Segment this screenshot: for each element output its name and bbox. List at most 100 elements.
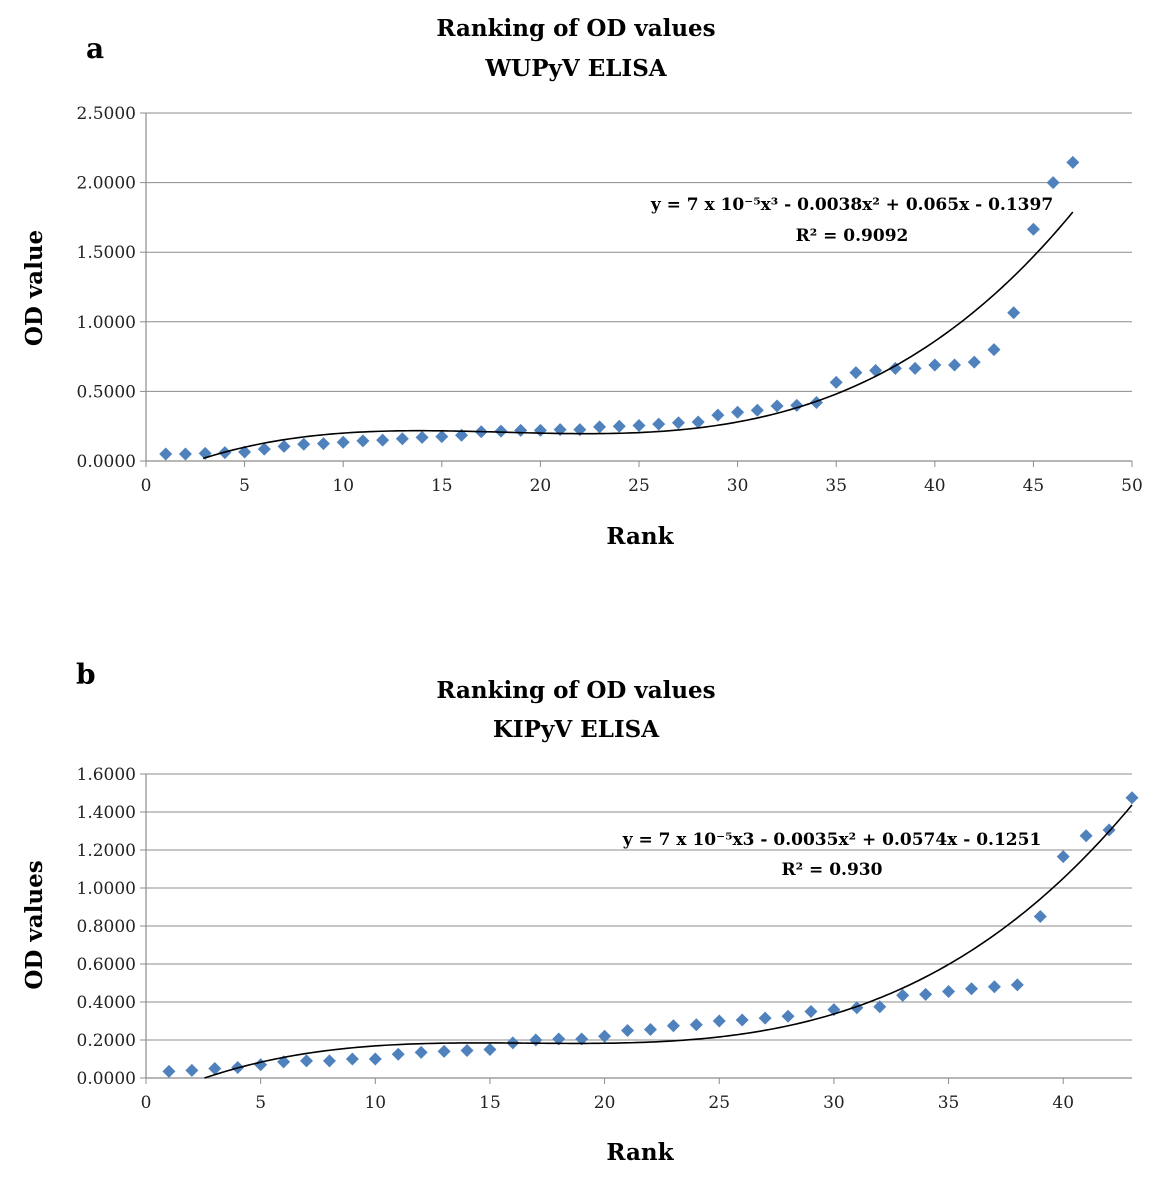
data-point: [849, 366, 863, 380]
data-point: [257, 442, 271, 456]
data-point: [159, 447, 173, 461]
x-tick-label: 10: [364, 1093, 386, 1113]
x-axis-title-a: Rank: [606, 523, 674, 550]
data-point: [1046, 176, 1060, 190]
data-point: [632, 419, 646, 433]
data-point: [1007, 306, 1021, 320]
x-tick-label: 45: [1023, 476, 1045, 496]
data-point: [804, 1005, 818, 1018]
data-point: [483, 1043, 497, 1056]
y-tick-label: 1.0000: [77, 313, 136, 333]
y-tick-label: 1.0000: [77, 879, 136, 899]
data-point: [593, 420, 607, 434]
data-point: [873, 1000, 887, 1014]
data-point: [162, 1064, 176, 1078]
x-tick-labels-a: 0 5 10 15 20 25 30 35 40 45 50: [141, 476, 1143, 496]
r-squared-b: R² = 0.930: [782, 860, 883, 880]
x-tick-label: 15: [479, 1093, 501, 1113]
y-tick-labels-b: 0.0000 0.2000 0.4000 0.6000 0.8000 1.0000 1.20…: [77, 765, 136, 1089]
data-point: [300, 1054, 314, 1068]
chart-title-b-line1: Ranking of OD values: [436, 677, 715, 704]
data-point: [208, 1062, 222, 1075]
panel-label-a: a: [86, 32, 104, 65]
data-point: [178, 447, 192, 461]
data-point: [987, 343, 1001, 357]
data-point: [888, 361, 902, 375]
data-point: [908, 361, 922, 375]
data-point: [552, 1032, 566, 1046]
data-point: [928, 358, 942, 372]
x-tick-label: 20: [594, 1093, 616, 1113]
x-tick-label: 25: [628, 476, 650, 496]
x-tick-label: 30: [727, 476, 749, 496]
data-point: [575, 1032, 589, 1046]
data-point: [781, 1009, 795, 1023]
data-point: [896, 988, 910, 1002]
x-tick-labels-b: 0 5 10 15 20 25 30 35 40: [141, 1093, 1074, 1113]
x-tick-label: 15: [431, 476, 453, 496]
data-point: [621, 1024, 635, 1037]
data-point: [437, 1044, 451, 1058]
data-point: [414, 1045, 428, 1059]
data-point: [395, 432, 409, 446]
trendline-a: [202, 211, 1074, 460]
y-tick-label: 1.4000: [77, 803, 136, 823]
x-tick-label: 0: [141, 1093, 152, 1113]
chart-title-b-line2: KIPyV ELISA: [493, 716, 660, 743]
x-tick-label: 35: [938, 1093, 960, 1113]
data-point: [336, 435, 350, 449]
trend-equation-b: y = 7 x 10⁻⁵x3 - 0.0035x² + 0.0574x - 0.…: [622, 830, 1042, 850]
data-point: [1056, 850, 1070, 864]
x-tick-label: 35: [825, 476, 847, 496]
x-tick-label: 40: [1052, 1093, 1074, 1113]
data-point: [185, 1063, 199, 1077]
data-point: [391, 1047, 405, 1061]
panel-label-b: b: [76, 658, 96, 691]
data-point: [1033, 910, 1047, 923]
y-tick-label: 2.0000: [77, 174, 136, 194]
data-point: [750, 403, 764, 417]
data-point: [987, 980, 1001, 994]
y-tick-label: 0.6000: [77, 955, 136, 975]
data-point: [460, 1043, 474, 1057]
data-point: [869, 364, 883, 378]
x-tick-label: 10: [332, 476, 354, 496]
y-tick-label: 0.5000: [77, 382, 136, 402]
y-tick-label: 0.0000: [77, 452, 136, 472]
data-point: [1066, 155, 1080, 169]
grid-a: [146, 112, 1132, 392]
trend-equation-a: y = 7 x 10⁻⁵x³ - 0.0038x² + 0.065x - 0.1…: [650, 195, 1053, 215]
y-tick-label: 0.0000: [77, 1069, 136, 1089]
x-tick-label: 20: [530, 476, 552, 496]
axes-b: [140, 773, 1132, 1084]
data-point: [1125, 791, 1139, 805]
data-point: [612, 419, 626, 433]
data-point: [964, 982, 978, 996]
data-point: [1010, 978, 1024, 992]
data-point: [598, 1029, 612, 1043]
data-point: [345, 1052, 359, 1066]
x-tick-label: 0: [141, 476, 152, 496]
chart-panel-b: b Ranking of OD values KIPyV ELISA 0.000…: [21, 658, 1139, 1166]
data-point: [1026, 222, 1040, 236]
data-point: [712, 1014, 726, 1028]
data-point: [529, 1033, 543, 1047]
x-tick-label: 25: [708, 1093, 730, 1113]
x-tick-label: 5: [239, 476, 250, 496]
r-squared-a: R² = 0.9092: [796, 226, 909, 246]
y-tick-label: 1.5000: [77, 243, 136, 263]
x-tick-label: 5: [255, 1093, 266, 1113]
data-point: [376, 433, 390, 447]
data-point: [356, 434, 370, 448]
data-point: [942, 985, 956, 999]
chart-title-a-line2: WUPyV ELISA: [484, 55, 667, 82]
data-point: [652, 417, 666, 431]
data-point: [809, 396, 823, 410]
axes-a: [140, 112, 1133, 467]
data-point: [316, 437, 330, 451]
data-point: [514, 423, 528, 437]
grid-b: [146, 773, 1132, 1041]
data-point: [435, 430, 449, 444]
data-point: [1079, 829, 1093, 843]
